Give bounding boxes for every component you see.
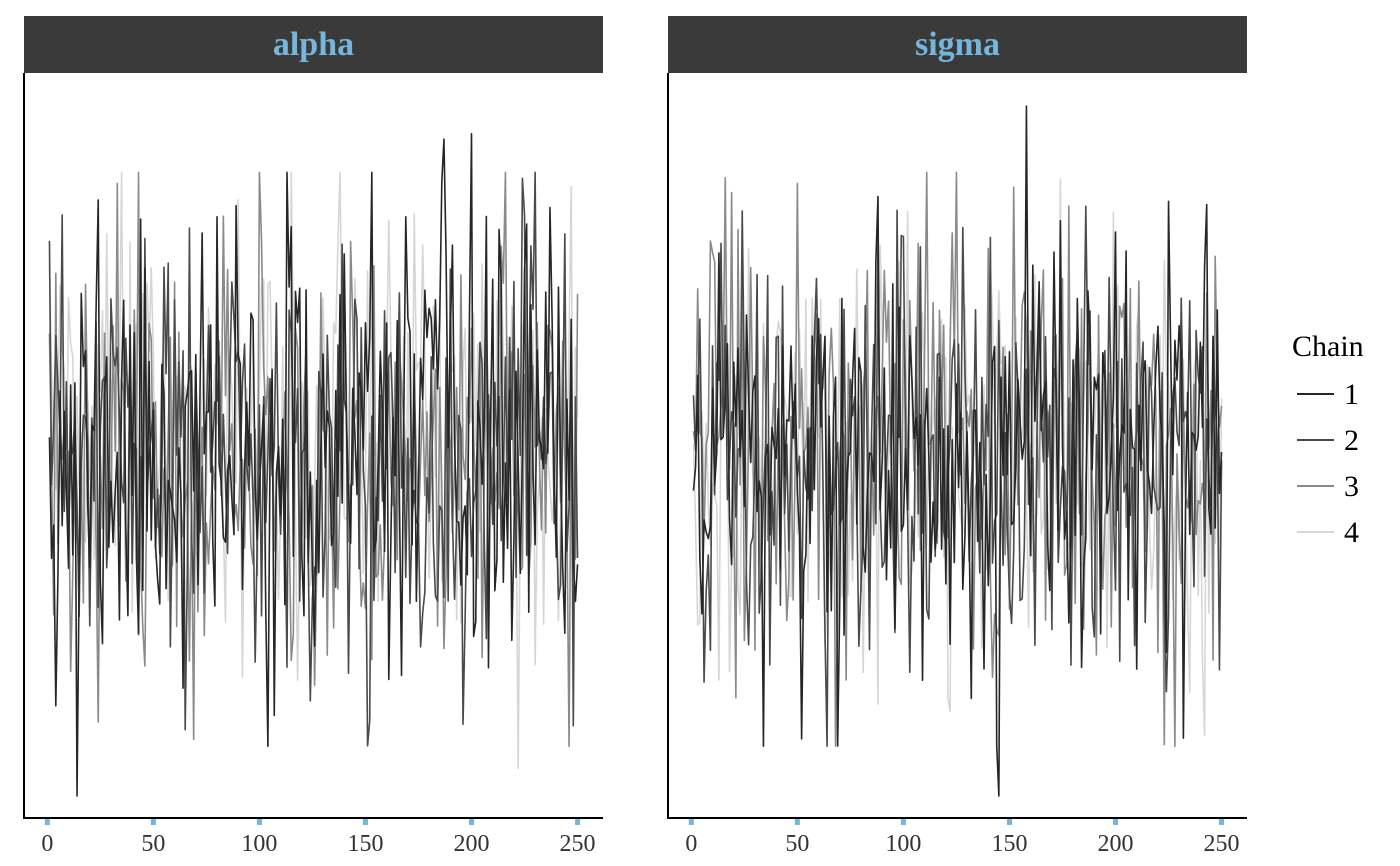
alpha-x-tick-label: 200: [454, 831, 490, 857]
sigma-x-tick-label: 50: [785, 831, 809, 857]
legend-label-chain-3: 3: [1344, 470, 1359, 503]
sigma-x-tick-label: 0: [685, 831, 697, 857]
alpha-panel-header: alpha: [24, 16, 603, 73]
alpha-x-tick-label: 250: [560, 831, 596, 857]
sigma-chain-1-line: [692, 105, 1223, 797]
alpha-x-tick-label: 150: [347, 831, 383, 857]
legend: 1 2 3 4: [1297, 378, 1359, 549]
alpha-panel-title: alpha: [272, 25, 355, 63]
alpha-chain-1-line: [48, 132, 579, 797]
alpha-x-tick-label: 50: [141, 831, 165, 857]
alpha-x-tick-label: 100: [241, 831, 277, 857]
sigma-panel-header: sigma: [668, 16, 1247, 73]
legend-label-chain-4: 4: [1344, 516, 1359, 549]
sigma-x-tick-label: 250: [1204, 831, 1240, 857]
alpha-panel: 0 50 100 150 200 250: [23, 73, 603, 857]
legend-label-chain-2: 2: [1344, 424, 1359, 457]
sigma-x-tick-label: 150: [991, 831, 1027, 857]
legend-title: Chain: [1292, 330, 1364, 363]
legend-label-chain-1: 1: [1344, 378, 1359, 411]
sigma-panel: 0 50 100 150 200 250: [667, 73, 1247, 857]
alpha-x-tick-label: 0: [41, 831, 53, 857]
sigma-panel-title: sigma: [915, 25, 1000, 63]
sigma-x-tick-label: 100: [885, 831, 921, 857]
sigma-x-tick-label: 200: [1098, 831, 1134, 857]
